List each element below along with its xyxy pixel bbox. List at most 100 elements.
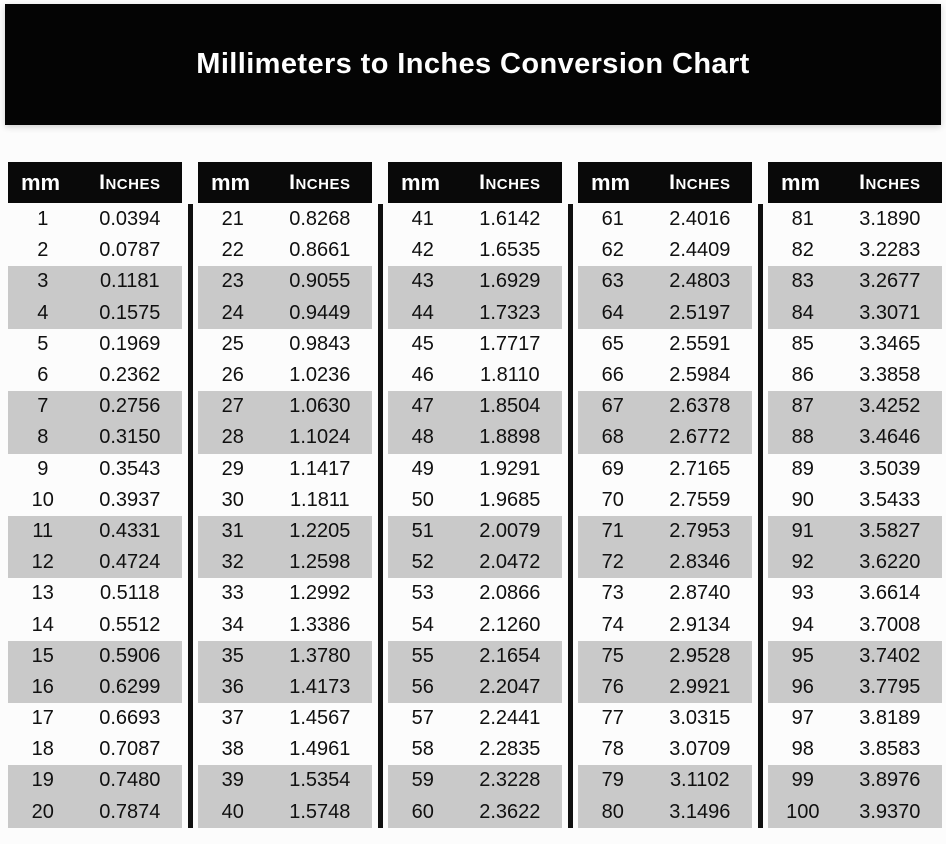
mm-value: 70 bbox=[601, 488, 624, 511]
table-row: 29 1.1417 bbox=[198, 454, 372, 485]
mm-value: 67 bbox=[601, 395, 624, 418]
mm-value: 46 bbox=[411, 364, 434, 387]
table-row: 93 3.6614 bbox=[768, 578, 942, 609]
table-row: 60 2.3622 bbox=[388, 796, 562, 828]
table-row: 15 0.5906 bbox=[8, 640, 182, 672]
inches-value: 2.6772 bbox=[669, 426, 731, 449]
mm-value: 80 bbox=[601, 800, 624, 823]
mm-value: 56 bbox=[411, 675, 434, 698]
table-row: 31 1.2205 bbox=[198, 515, 372, 548]
mm-value: 47 bbox=[411, 395, 434, 418]
mm-value: 38 bbox=[221, 738, 244, 761]
table-header-row: mm Inches bbox=[388, 162, 562, 203]
inches-value: 2.1654 bbox=[479, 644, 541, 667]
table-row: 10 0.3937 bbox=[8, 485, 182, 516]
table-row: 1 0.0394 bbox=[8, 204, 182, 235]
column-gap bbox=[562, 162, 578, 828]
table-row: 9 0.3543 bbox=[8, 454, 182, 485]
inches-value: 2.9134 bbox=[669, 613, 731, 636]
table-row: 24 0.9449 bbox=[198, 297, 372, 329]
inches-value: 3.5433 bbox=[859, 488, 921, 511]
mm-value: 22 bbox=[221, 239, 244, 262]
table-row: 50 1.9685 bbox=[388, 485, 562, 516]
table-row: 80 3.1496 bbox=[578, 796, 752, 828]
table-row: 19 0.7480 bbox=[8, 765, 182, 797]
mm-value: 43 bbox=[411, 270, 434, 293]
mm-value: 15 bbox=[31, 644, 54, 667]
inches-value: 1.7323 bbox=[479, 301, 541, 324]
table-column-group: mm Inches 21 0.8268 22 0.8661 23 0.9055 24 0.9449… bbox=[198, 162, 372, 828]
column-header-mm: mm bbox=[591, 169, 631, 195]
table-row: 37 1.4567 bbox=[198, 703, 372, 734]
mm-value: 32 bbox=[221, 551, 244, 574]
table-row: 57 2.2441 bbox=[388, 703, 562, 734]
inches-value: 3.7795 bbox=[859, 675, 921, 698]
mm-value: 53 bbox=[411, 582, 434, 605]
table-rows: 1 0.0394 2 0.0787 3 0.1181 4 0.1575 5 0.1969 6 0.23… bbox=[8, 204, 182, 828]
mm-value: 49 bbox=[411, 457, 434, 480]
table-row: 68 2.6772 bbox=[578, 422, 752, 454]
column-header-mm: mm bbox=[781, 169, 821, 195]
mm-value: 59 bbox=[411, 769, 434, 792]
table-row: 59 2.3228 bbox=[388, 765, 562, 797]
table-row: 11 0.4331 bbox=[8, 515, 182, 548]
column-gap bbox=[372, 162, 388, 828]
inches-value: 2.9921 bbox=[669, 675, 731, 698]
mm-value: 84 bbox=[791, 301, 814, 324]
table-row: 65 2.5591 bbox=[578, 329, 752, 360]
table-row: 66 2.5984 bbox=[578, 360, 752, 391]
table-row: 39 1.5354 bbox=[198, 765, 372, 797]
table-row: 41 1.6142 bbox=[388, 204, 562, 235]
inches-value: 0.7874 bbox=[99, 800, 161, 823]
mm-value: 58 bbox=[411, 738, 434, 761]
table-row: 30 1.1811 bbox=[198, 485, 372, 516]
mm-value: 60 bbox=[411, 800, 434, 823]
mm-value: 16 bbox=[31, 675, 54, 698]
column-header-inches: Inches bbox=[859, 170, 921, 194]
inches-value: 3.1890 bbox=[859, 208, 921, 231]
inches-value: 2.0866 bbox=[479, 582, 541, 605]
table-row: 44 1.7323 bbox=[388, 297, 562, 329]
inches-value: 0.9843 bbox=[289, 332, 351, 355]
mm-value: 55 bbox=[411, 644, 434, 667]
inches-value: 3.1496 bbox=[669, 800, 731, 823]
mm-value: 95 bbox=[791, 644, 814, 667]
inches-value: 1.5748 bbox=[289, 800, 351, 823]
inches-value: 1.4961 bbox=[289, 738, 351, 761]
mm-value: 91 bbox=[791, 519, 814, 542]
inches-value: 2.7165 bbox=[669, 457, 731, 480]
table-row: 87 3.4252 bbox=[768, 391, 942, 423]
inches-value: 1.7717 bbox=[479, 332, 541, 355]
mm-value: 21 bbox=[221, 208, 244, 231]
table-row: 3 0.1181 bbox=[8, 266, 182, 298]
mm-value: 26 bbox=[221, 364, 244, 387]
mm-value: 72 bbox=[601, 551, 624, 574]
inches-value: 3.8583 bbox=[859, 738, 921, 761]
inches-value: 1.4173 bbox=[289, 675, 351, 698]
column-header-inches: Inches bbox=[99, 170, 161, 194]
mm-value: 24 bbox=[221, 301, 244, 324]
column-gap bbox=[752, 162, 768, 828]
inches-value: 3.4646 bbox=[859, 426, 921, 449]
inches-value: 0.1969 bbox=[99, 332, 161, 355]
mm-value: 27 bbox=[221, 395, 244, 418]
table-header-row: mm Inches bbox=[8, 162, 182, 203]
inches-value: 0.1181 bbox=[99, 270, 160, 293]
table-row: 92 3.6220 bbox=[768, 547, 942, 579]
inches-value: 0.5906 bbox=[99, 644, 161, 667]
mm-value: 39 bbox=[221, 769, 244, 792]
mm-value: 88 bbox=[791, 426, 814, 449]
inches-value: 1.3386 bbox=[289, 613, 351, 636]
inches-value: 1.8110 bbox=[479, 364, 540, 387]
inches-value: 2.8740 bbox=[669, 582, 731, 605]
mm-value: 50 bbox=[411, 488, 434, 511]
table-column-group: mm Inches 61 2.4016 62 2.4409 63 2.4803 64 2.5197… bbox=[578, 162, 752, 828]
inches-value: 0.6299 bbox=[99, 675, 161, 698]
inches-value: 1.1417 bbox=[289, 457, 351, 480]
table-row: 23 0.9055 bbox=[198, 266, 372, 298]
inches-value: 2.8346 bbox=[669, 551, 731, 574]
table-row: 47 1.8504 bbox=[388, 391, 562, 423]
mm-value: 14 bbox=[31, 613, 54, 636]
inches-value: 3.5039 bbox=[859, 457, 921, 480]
mm-value: 48 bbox=[411, 426, 434, 449]
